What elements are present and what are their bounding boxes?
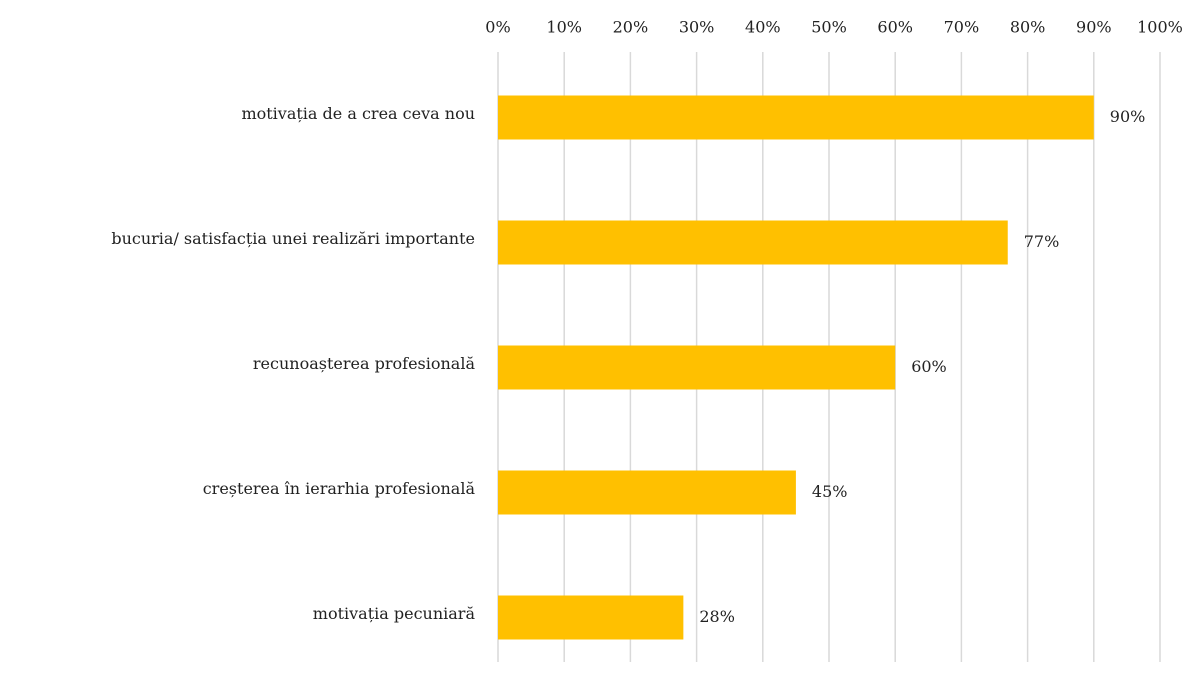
data-label: 77% xyxy=(1024,232,1060,251)
x-tick-label: 50% xyxy=(811,18,847,37)
bar xyxy=(498,595,684,640)
x-tick-label: 40% xyxy=(745,18,781,37)
y-tick-label: motivația pecuniară xyxy=(313,604,476,623)
x-tick-label: 70% xyxy=(944,18,980,37)
y-tick-label: bucuria/ satisfacția unei realizări impo… xyxy=(111,229,475,248)
x-tick-label: 100% xyxy=(1137,18,1183,37)
bar xyxy=(498,470,796,515)
x-tick-label: 20% xyxy=(613,18,649,37)
x-tick-label: 90% xyxy=(1076,18,1112,37)
data-label: 60% xyxy=(911,357,947,376)
bar xyxy=(498,220,1008,265)
y-tick-label: creșterea în ierarhia profesională xyxy=(203,479,476,498)
y-tick-label: motivația de a crea ceva nou xyxy=(241,104,475,123)
x-tick-label: 80% xyxy=(1010,18,1046,37)
bar xyxy=(498,345,896,390)
x-tick-label: 0% xyxy=(485,18,510,37)
x-tick-label: 30% xyxy=(679,18,715,37)
data-label: 45% xyxy=(812,482,848,501)
y-tick-label: recunoașterea profesională xyxy=(253,354,476,373)
x-tick-label: 10% xyxy=(546,18,582,37)
data-label: 90% xyxy=(1110,107,1146,126)
data-label: 28% xyxy=(699,607,735,626)
bar xyxy=(498,95,1094,140)
x-tick-label: 60% xyxy=(877,18,913,37)
